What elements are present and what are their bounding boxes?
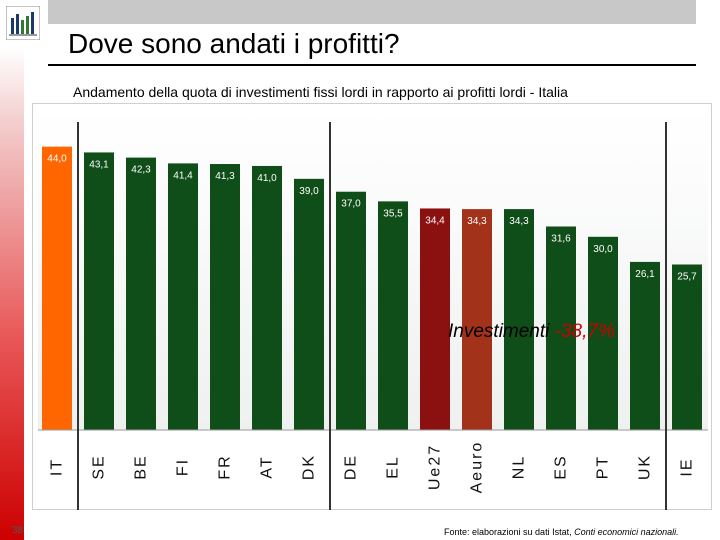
value-label-DE: 37,0 xyxy=(341,199,361,210)
annotation-value: -38,7% xyxy=(554,321,615,342)
bar-IT xyxy=(42,146,72,430)
x-tick-IE: IE xyxy=(679,457,696,476)
logo-icon xyxy=(6,6,40,40)
x-tick-SE: SE xyxy=(91,454,108,479)
annotation-prefix: Investimenti xyxy=(448,321,555,342)
bar-IE xyxy=(672,264,702,430)
bar-ES xyxy=(546,226,576,430)
x-tick-FR: FR xyxy=(217,454,234,479)
bar-EL xyxy=(378,201,408,430)
bar-NL xyxy=(504,209,534,430)
x-tick-BE: BE xyxy=(133,454,150,479)
bar-DE xyxy=(336,191,366,430)
value-label-FI: 41,4 xyxy=(173,170,193,181)
source-text: Fonte: elaborazioni su dati Istat, xyxy=(444,527,575,537)
x-tick-NL: NL xyxy=(511,455,528,479)
source-italic: Conti economici nazionali. xyxy=(574,527,679,537)
bar-BE xyxy=(126,157,156,430)
bar-Aeuro xyxy=(462,209,492,430)
x-tick-AT: AT xyxy=(259,455,276,478)
x-tick-DE: DE xyxy=(343,454,360,480)
bar-FI xyxy=(168,163,198,430)
x-tick-EL: EL xyxy=(385,455,402,479)
bar-SE xyxy=(84,152,114,430)
source-note: Fonte: elaborazioni su dati Istat, Conti… xyxy=(444,527,679,537)
x-tick-UK: UK xyxy=(637,454,654,480)
bar-AT xyxy=(252,165,282,430)
value-label-NL: 34,3 xyxy=(509,216,529,227)
page-number: 38 xyxy=(12,525,24,536)
x-tick-IT: IT xyxy=(49,458,66,476)
value-label-EL: 35,5 xyxy=(383,208,403,219)
value-label-UK: 26,1 xyxy=(635,269,655,280)
x-tick-DK: DK xyxy=(301,454,318,480)
value-label-SE: 43,1 xyxy=(89,159,109,170)
x-tick-ES: ES xyxy=(553,454,570,479)
value-label-PT: 30,0 xyxy=(593,244,613,255)
investment-annotation: Investimenti -38,7% xyxy=(448,321,615,343)
value-label-BE: 42,3 xyxy=(131,165,151,176)
value-label-IE: 25,7 xyxy=(677,271,697,282)
chart-subtitle: Andamento della quota di investimenti fi… xyxy=(73,84,568,100)
x-tick-PT: PT xyxy=(595,455,612,479)
value-label-ES: 31,6 xyxy=(551,233,571,244)
value-label-Aeuro: 34,3 xyxy=(467,216,487,227)
top-grey-band xyxy=(48,0,696,24)
value-label-FR: 41,3 xyxy=(215,171,235,182)
x-tick-FI: FI xyxy=(175,458,192,476)
bar-DK xyxy=(294,178,324,430)
x-tick-Ue27: Ue27 xyxy=(427,444,444,490)
x-tick-Aeuro: Aeuro xyxy=(469,441,486,494)
bar-PT xyxy=(588,236,618,430)
left-accent-bar xyxy=(0,46,24,540)
title-underline xyxy=(48,64,696,66)
value-label-Ue27: 34,4 xyxy=(425,215,445,226)
bar-Ue27 xyxy=(420,208,450,430)
bar-FR xyxy=(210,164,240,430)
bar-UK xyxy=(630,261,660,430)
value-label-AT: 41,0 xyxy=(257,173,277,184)
value-label-DK: 39,0 xyxy=(299,186,319,197)
page-title: Dove sono andati i profitti? xyxy=(68,28,400,59)
value-label-IT: 44,0 xyxy=(47,154,67,165)
